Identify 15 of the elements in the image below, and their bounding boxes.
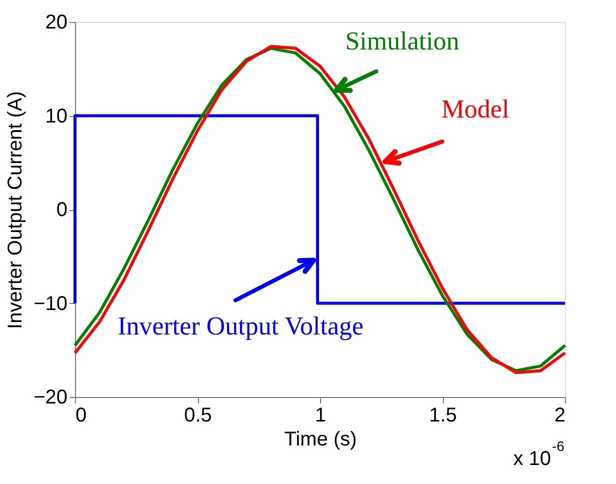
y-tick-label: 20: [45, 12, 68, 34]
x-tick-label: 0.5: [184, 404, 212, 426]
x-axis-title: Time (s): [284, 428, 357, 450]
annotation: Simulation: [345, 26, 460, 56]
y-tick-label: 0: [56, 199, 68, 221]
x-tick-label: 0: [76, 404, 87, 426]
y-tick-label: −10: [34, 292, 68, 315]
annotation: Model: [441, 94, 510, 124]
x-tick-label: 1: [314, 404, 326, 426]
y-tick-label: 10: [45, 105, 68, 128]
x-tick-label: 1.5: [429, 404, 457, 426]
annotation: Inverter Output Voltage: [118, 311, 364, 340]
x-tick-label: 2: [554, 404, 566, 426]
y-tick-label: −20: [34, 386, 68, 408]
y-axis-title: Inverter Output Current (A): [4, 91, 27, 329]
